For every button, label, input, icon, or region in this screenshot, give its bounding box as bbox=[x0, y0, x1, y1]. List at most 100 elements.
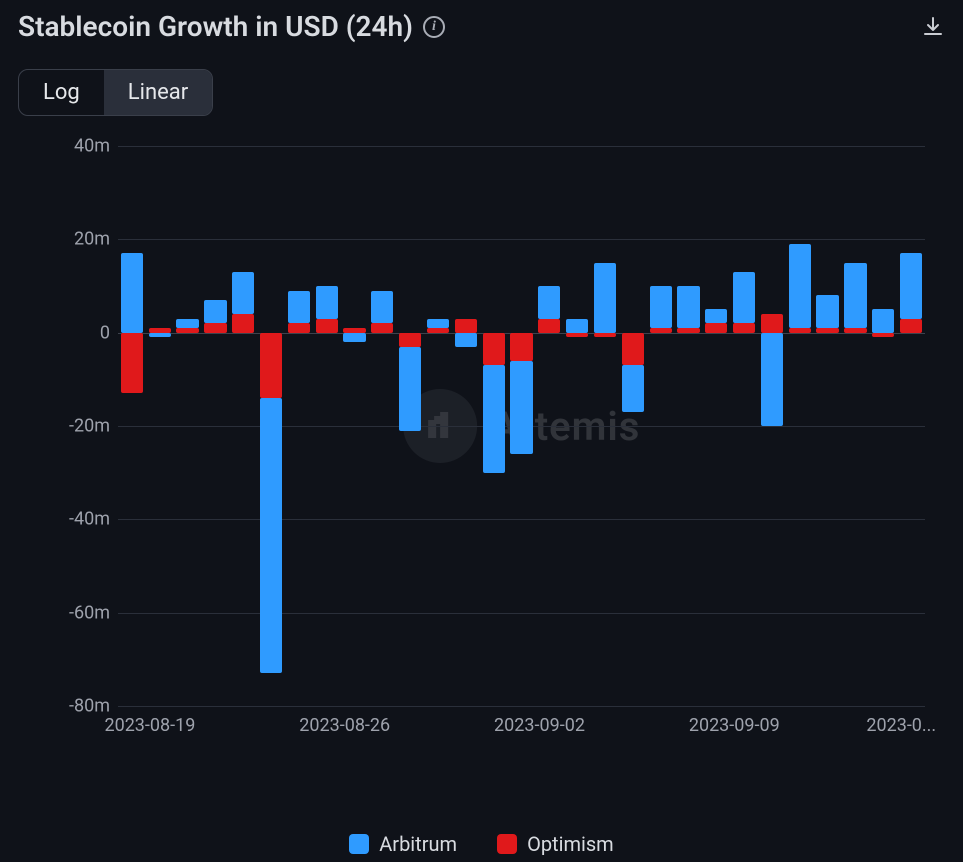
bar-arbitrum bbox=[371, 291, 393, 324]
bar-slot[interactable] bbox=[702, 146, 730, 706]
y-tick-label: 40m bbox=[30, 136, 110, 157]
bar-arbitrum bbox=[510, 361, 532, 454]
bar-optimism bbox=[316, 319, 338, 333]
bar-optimism bbox=[371, 323, 393, 332]
bar-slot[interactable] bbox=[480, 146, 508, 706]
bar-optimism bbox=[232, 314, 254, 333]
bar-slot[interactable] bbox=[368, 146, 396, 706]
bar-slot[interactable] bbox=[869, 146, 897, 706]
y-tick-label: 0 bbox=[30, 322, 110, 343]
bar-slot[interactable] bbox=[313, 146, 341, 706]
bar-arbitrum bbox=[789, 244, 811, 328]
legend-item-optimism[interactable]: Optimism bbox=[497, 832, 614, 856]
y-tick-label: -80m bbox=[30, 696, 110, 717]
bar-optimism bbox=[705, 323, 727, 332]
bar-slot[interactable] bbox=[341, 146, 369, 706]
bar-optimism bbox=[149, 328, 171, 333]
y-tick-label: -60m bbox=[30, 602, 110, 623]
bar-optimism bbox=[816, 328, 838, 333]
bar-slot[interactable] bbox=[675, 146, 703, 706]
bar-slot[interactable] bbox=[174, 146, 202, 706]
x-tick-label: 2023-08-26 bbox=[299, 715, 390, 736]
bar-optimism bbox=[455, 319, 477, 333]
bar-slot[interactable] bbox=[786, 146, 814, 706]
legend-label: Arbitrum bbox=[379, 832, 457, 856]
plot-region: Artemis bbox=[118, 146, 925, 706]
x-tick-label: 2023-09-02 bbox=[494, 715, 585, 736]
bar-arbitrum bbox=[343, 333, 365, 342]
bar-slot[interactable] bbox=[508, 146, 536, 706]
bar-optimism bbox=[121, 333, 143, 394]
bar-arbitrum bbox=[316, 286, 338, 319]
y-tick-label: 20m bbox=[30, 229, 110, 250]
bar-slot[interactable] bbox=[814, 146, 842, 706]
info-icon[interactable]: i bbox=[423, 16, 445, 38]
bar-optimism bbox=[343, 328, 365, 333]
bar-arbitrum bbox=[733, 272, 755, 323]
bar-arbitrum bbox=[622, 365, 644, 412]
bar-slot[interactable] bbox=[285, 146, 313, 706]
bar-optimism bbox=[622, 333, 644, 366]
bar-optimism bbox=[176, 328, 198, 333]
bar-slot[interactable] bbox=[396, 146, 424, 706]
bar-slot[interactable] bbox=[452, 146, 480, 706]
chart-area: 40m20m0-20m-40m-60m-80m Artemis 2023-08-… bbox=[18, 146, 945, 766]
bar-slot[interactable] bbox=[563, 146, 591, 706]
download-icon[interactable] bbox=[921, 15, 945, 39]
bar-arbitrum bbox=[121, 253, 143, 332]
bar-slot[interactable] bbox=[591, 146, 619, 706]
bar-optimism bbox=[483, 333, 505, 366]
bar-slot[interactable] bbox=[758, 146, 786, 706]
bar-optimism bbox=[650, 328, 672, 333]
bar-arbitrum bbox=[872, 309, 894, 332]
legend-item-arbitrum[interactable]: Arbitrum bbox=[349, 832, 457, 856]
scale-toggle-linear[interactable]: Linear bbox=[104, 70, 212, 115]
bar-slot[interactable] bbox=[229, 146, 257, 706]
bar-slot[interactable] bbox=[424, 146, 452, 706]
bar-arbitrum bbox=[566, 319, 588, 333]
bar-slot[interactable] bbox=[535, 146, 563, 706]
scale-toggle-log[interactable]: Log bbox=[19, 70, 104, 115]
bar-arbitrum bbox=[650, 286, 672, 328]
bar-slot[interactable] bbox=[647, 146, 675, 706]
legend-swatch-icon bbox=[349, 834, 369, 854]
bar-arbitrum bbox=[900, 253, 922, 318]
bar-arbitrum bbox=[204, 300, 226, 323]
legend-swatch-icon bbox=[497, 834, 517, 854]
bar-optimism bbox=[260, 333, 282, 398]
bar-slot[interactable] bbox=[897, 146, 925, 706]
bar-arbitrum bbox=[538, 286, 560, 319]
bar-optimism bbox=[399, 333, 421, 347]
bar-optimism bbox=[761, 314, 783, 333]
y-tick-label: -40m bbox=[30, 509, 110, 530]
bar-optimism bbox=[594, 333, 616, 338]
legend: Arbitrum Optimism bbox=[0, 832, 963, 856]
bar-arbitrum bbox=[427, 319, 449, 328]
bar-slot[interactable] bbox=[730, 146, 758, 706]
bar-optimism bbox=[733, 323, 755, 332]
bar-slot[interactable] bbox=[146, 146, 174, 706]
bar-arbitrum bbox=[260, 398, 282, 673]
bar-arbitrum bbox=[176, 319, 198, 328]
bar-optimism bbox=[204, 323, 226, 332]
bar-slot[interactable] bbox=[118, 146, 146, 706]
chart-panel: Stablecoin Growth in USD (24h) i LogLine… bbox=[0, 0, 963, 862]
bar-arbitrum bbox=[705, 309, 727, 323]
bar-optimism bbox=[427, 328, 449, 333]
bar-arbitrum bbox=[455, 333, 477, 347]
bar-slot[interactable] bbox=[619, 146, 647, 706]
bar-slot[interactable] bbox=[257, 146, 285, 706]
y-tick-label: -20m bbox=[30, 416, 110, 437]
bar-slot[interactable] bbox=[201, 146, 229, 706]
bar-slot[interactable] bbox=[842, 146, 870, 706]
bar-arbitrum bbox=[232, 272, 254, 314]
legend-label: Optimism bbox=[527, 832, 614, 856]
bar-optimism bbox=[566, 333, 588, 338]
bar-optimism bbox=[510, 333, 532, 361]
bar-optimism bbox=[677, 328, 699, 333]
x-tick-label: 2023-0... bbox=[866, 715, 936, 736]
title-group: Stablecoin Growth in USD (24h) i bbox=[18, 10, 445, 43]
gridline bbox=[118, 706, 925, 707]
bar-arbitrum bbox=[399, 347, 421, 431]
panel-title: Stablecoin Growth in USD (24h) bbox=[18, 10, 413, 43]
